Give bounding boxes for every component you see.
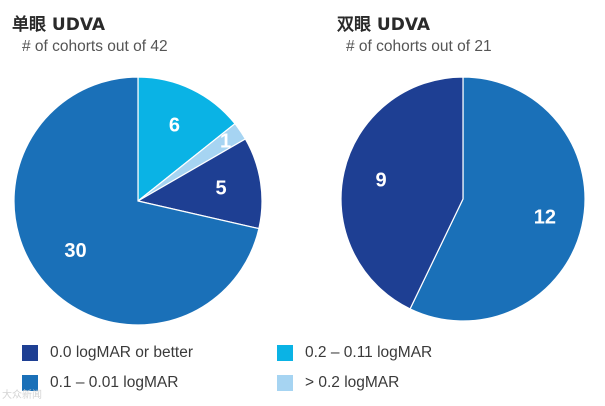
- chart-title-monocular: 单眼 UDVA: [12, 15, 105, 35]
- pie-slice-label: 1: [220, 130, 231, 152]
- legend-item-good: 0.1 – 0.01 logMAR: [22, 374, 178, 392]
- legend-swatch: [277, 375, 293, 391]
- pie-slice-label: 5: [215, 177, 226, 199]
- chart-title-binocular: 双眼 UDVA: [337, 15, 430, 35]
- pie-chart-binocular: 12 9: [340, 76, 586, 322]
- legend-swatch: [22, 345, 38, 361]
- chart-subtitle-monocular: # of cohorts out of 42: [22, 38, 168, 55]
- pie-slice-label: 30: [64, 240, 86, 262]
- legend-item-fair: 0.2 – 0.11 logMAR: [277, 344, 432, 362]
- watermark: 大众新闻: [2, 390, 42, 401]
- pie-slice-label: 9: [376, 169, 387, 191]
- legend-swatch: [277, 345, 293, 361]
- legend-item-excellent: 0.0 logMAR or better: [22, 344, 193, 362]
- pie-slice: [137, 76, 236, 203]
- pie-chart-monocular: 6 1 5 30: [13, 76, 263, 326]
- pie-slice: [136, 138, 263, 230]
- legend-label: 0.2 – 0.11 logMAR: [305, 344, 433, 361]
- pie-slice: [13, 76, 260, 326]
- pie-slice: [340, 76, 464, 310]
- legend-label: 0.1 – 0.01 logMAR: [50, 374, 179, 391]
- legend-item-poor: > 0.2 logMAR: [277, 374, 399, 392]
- pie-slice-label: 12: [534, 207, 556, 229]
- pie-slice-label: 6: [169, 114, 180, 136]
- pie-slice: [409, 76, 586, 322]
- chart-subtitle-binocular: # of cohorts out of 21: [346, 38, 492, 55]
- legend-swatch: [22, 375, 38, 391]
- legend-label: > 0.2 logMAR: [305, 374, 400, 391]
- legend-label: 0.0 logMAR or better: [50, 344, 194, 361]
